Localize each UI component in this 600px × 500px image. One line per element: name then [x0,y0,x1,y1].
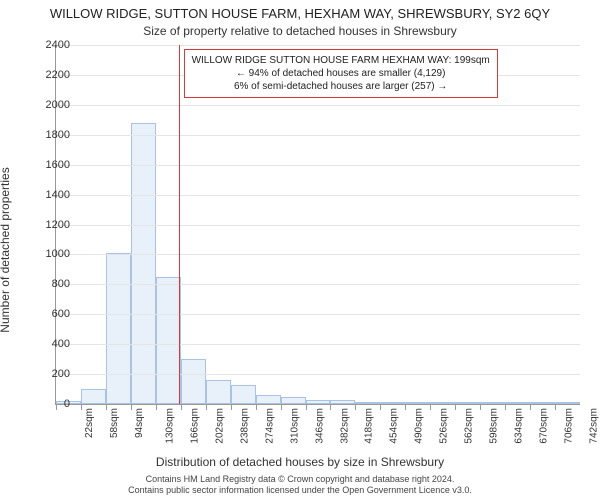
x-tick [355,404,356,410]
histogram-bar [380,402,405,404]
x-tick-label: 562sqm [464,408,475,444]
y-tick-label: 400 [30,338,70,350]
x-axis-label: Distribution of detached houses by size … [0,455,600,469]
y-tick-label: 1000 [30,248,70,260]
y-tick-label: 1400 [30,189,70,201]
x-tick-label: 202sqm [214,408,225,444]
x-tick-label: 634sqm [514,408,525,444]
y-tick-label: 200 [30,368,70,380]
x-tick-label: 346sqm [314,408,325,444]
histogram-bar [256,395,281,404]
histogram-bar [530,402,555,404]
gridline [56,165,580,166]
x-tick-label: 706sqm [564,408,575,444]
gridline [56,225,580,226]
histogram-bar [505,402,530,404]
y-axis-label: Number of detached properties [0,85,12,250]
x-tick [405,404,406,410]
x-tick-label: 166sqm [189,408,200,444]
x-tick [206,404,207,410]
footer-line-2: Contains public sector information licen… [0,485,600,496]
histogram-bar [81,389,106,404]
histogram-bar [281,397,306,404]
x-tick [256,404,257,410]
annotation-line: ← 94% of detached houses are smaller (4,… [191,67,491,80]
x-tick-label: 58sqm [109,408,120,438]
histogram-bar [106,253,131,404]
y-tick-label: 2000 [30,99,70,111]
gridline [56,135,580,136]
x-tick-label: 382sqm [339,408,350,444]
histogram-bar [231,385,256,404]
y-tick-label: 1600 [30,159,70,171]
x-tick-label: 598sqm [489,408,500,444]
y-tick-label: 600 [30,308,70,320]
x-tick [281,404,282,410]
x-tick-label: 454sqm [389,408,400,444]
chart-container: WILLOW RIDGE, SUTTON HOUSE FARM, HEXHAM … [0,0,600,500]
histogram-bar [181,359,206,404]
histogram-bar [405,402,430,404]
y-tick-label: 2400 [30,39,70,51]
histogram-bar [455,402,480,404]
x-tick-label: 310sqm [289,408,300,444]
annotation-box: WILLOW RIDGE SUTTON HOUSE FARM HEXHAM WA… [184,49,498,98]
x-tick [231,404,232,410]
x-tick [380,404,381,410]
x-tick [156,404,157,410]
marker-line [179,45,180,404]
histogram-bar [480,402,505,404]
x-tick-label: 238sqm [239,408,250,444]
y-tick-label: 1800 [30,129,70,141]
x-tick [330,404,331,410]
y-tick-label: 0 [30,398,70,410]
page-title: WILLOW RIDGE, SUTTON HOUSE FARM, HEXHAM … [0,6,600,21]
gridline [56,195,580,196]
gridline [56,344,580,345]
x-tick [430,404,431,410]
y-tick-label: 1200 [30,219,70,231]
histogram-bar [330,400,355,404]
x-tick-label: 490sqm [414,408,425,444]
annotation-line: 6% of semi-detached houses are larger (2… [191,80,491,93]
x-tick [306,404,307,410]
x-tick [106,404,107,410]
x-tick [131,404,132,410]
x-tick [181,404,182,410]
gridline [56,284,580,285]
x-tick [505,404,506,410]
histogram-bar [156,277,181,404]
histogram-bar [355,402,380,404]
x-tick-label: 274sqm [264,408,275,444]
plot-area [55,45,580,405]
gridline [56,105,580,106]
x-tick-label: 418sqm [364,408,375,444]
x-tick-label: 670sqm [539,408,550,444]
x-tick [455,404,456,410]
y-tick-label: 2200 [30,69,70,81]
annotation-line: WILLOW RIDGE SUTTON HOUSE FARM HEXHAM WA… [191,54,491,67]
footer-attribution: Contains HM Land Registry data © Crown c… [0,474,600,497]
gridline [56,374,580,375]
gridline [56,314,580,315]
histogram-bar [206,380,231,404]
gridline [56,254,580,255]
x-tick-label: 130sqm [164,408,175,444]
x-tick-label: 94sqm [134,408,145,438]
x-tick-label: 742sqm [589,408,600,444]
footer-line-1: Contains HM Land Registry data © Crown c… [0,474,600,485]
y-tick-label: 800 [30,278,70,290]
chart-subtitle: Size of property relative to detached ho… [0,24,600,38]
gridline [56,45,580,46]
histogram-bar [306,400,331,404]
x-tick [530,404,531,410]
x-tick [81,404,82,410]
x-tick-label: 22sqm [84,408,95,438]
x-tick [555,404,556,410]
histogram-bar [555,402,580,404]
x-tick [480,404,481,410]
x-tick-label: 526sqm [439,408,450,444]
histogram-bar [430,402,455,404]
